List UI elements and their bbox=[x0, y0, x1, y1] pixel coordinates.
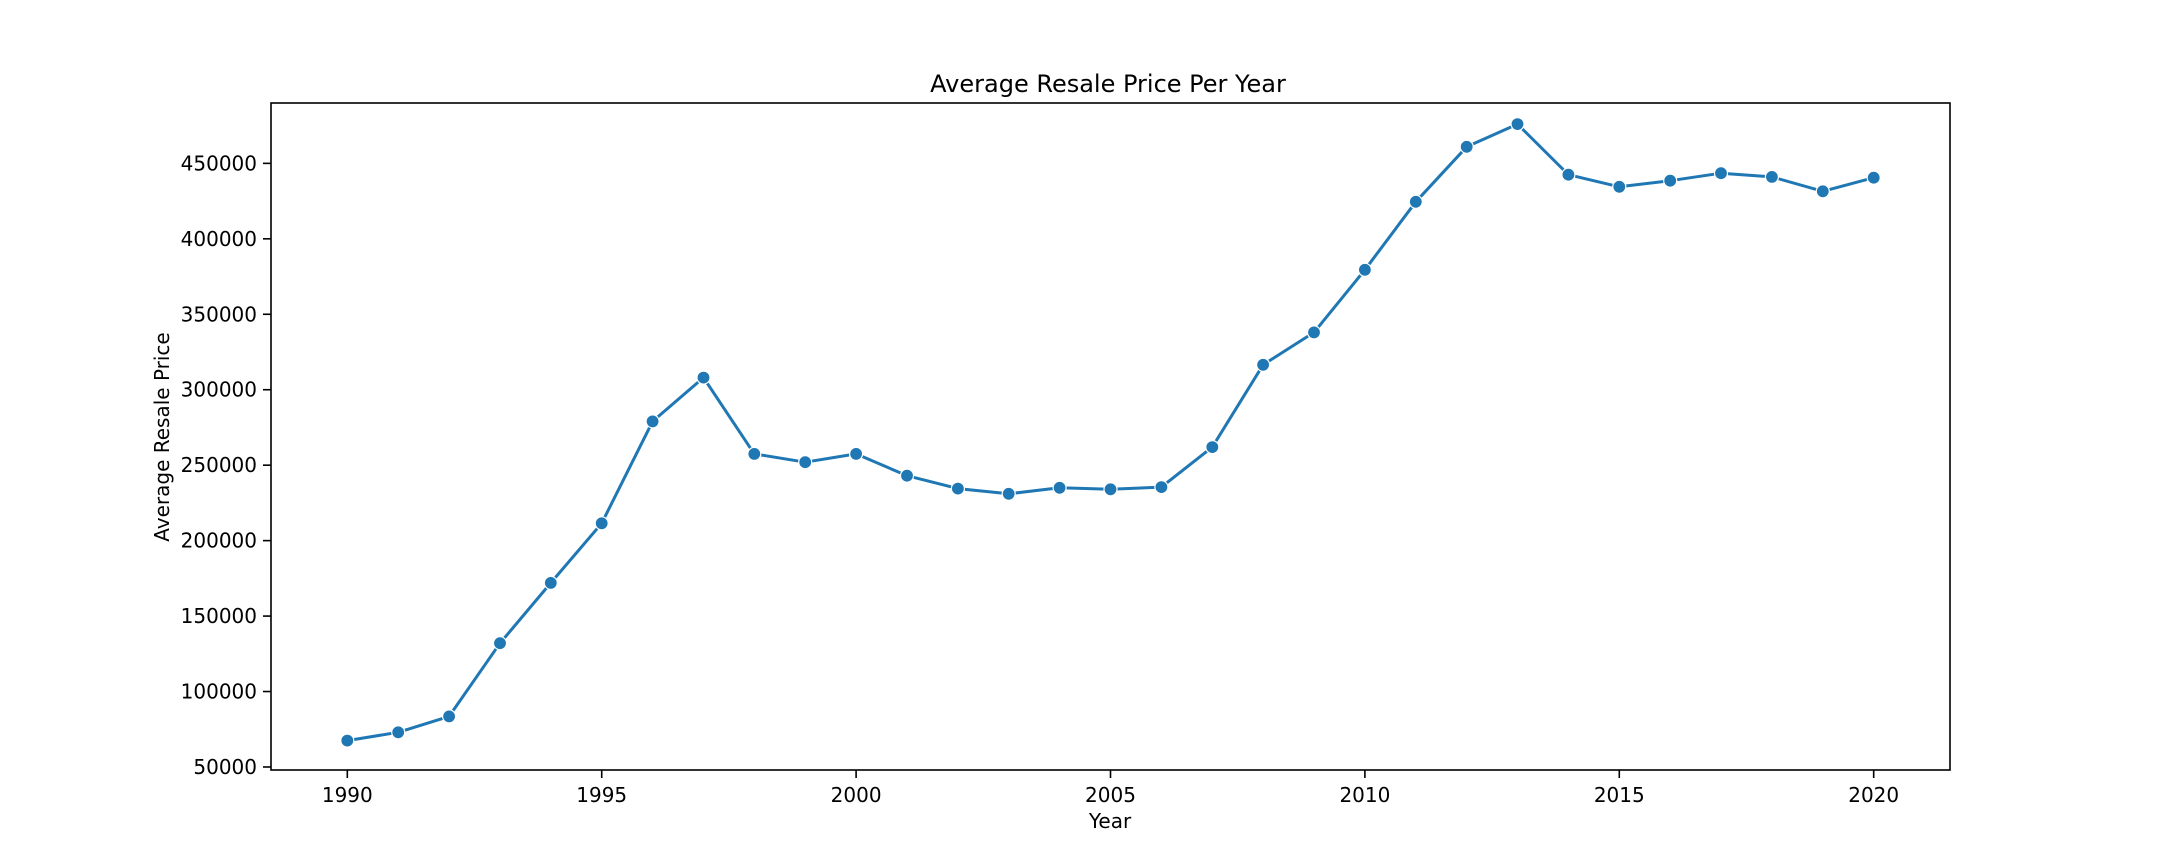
plot-frame bbox=[270, 102, 1951, 771]
data-point bbox=[899, 468, 915, 483]
data-point bbox=[747, 446, 762, 461]
data-point bbox=[594, 516, 609, 531]
data-point bbox=[391, 725, 406, 740]
y-tick-label: 150000 bbox=[181, 604, 257, 628]
data-point bbox=[492, 636, 508, 651]
x-tick-label: 1990 bbox=[322, 783, 373, 807]
data-point bbox=[1815, 184, 1830, 199]
y-tick-label: 100000 bbox=[181, 680, 257, 704]
data-point bbox=[1510, 116, 1525, 132]
data-point bbox=[340, 733, 355, 748]
x-tick-label: 1995 bbox=[576, 783, 627, 807]
data-point bbox=[848, 446, 864, 461]
data-point bbox=[1612, 179, 1627, 194]
data-point bbox=[1459, 139, 1474, 154]
data-point bbox=[798, 455, 813, 470]
data-point bbox=[1103, 482, 1118, 497]
data-point bbox=[1205, 440, 1220, 455]
data-point bbox=[1713, 166, 1729, 181]
data-point bbox=[645, 414, 660, 429]
x-tick-label: 2005 bbox=[1085, 783, 1136, 807]
x-axis: 1990 1995 2000 2005 2010 2015 2020 bbox=[322, 770, 1899, 807]
series-line bbox=[345, 122, 1876, 743]
x-axis-label: Year bbox=[1088, 809, 1132, 833]
data-point bbox=[1357, 262, 1373, 277]
chart-title: Average Resale Price Per Year bbox=[930, 70, 1286, 98]
data-point bbox=[696, 370, 711, 385]
y-tick-label: 50000 bbox=[193, 755, 257, 779]
y-tick-label: 350000 bbox=[181, 302, 257, 326]
data-point bbox=[1866, 170, 1881, 185]
data-point bbox=[543, 575, 558, 591]
data-point bbox=[1052, 480, 1067, 495]
x-tick-label: 2000 bbox=[831, 783, 882, 807]
data-point bbox=[1306, 325, 1322, 340]
x-tick-label: 2010 bbox=[1339, 783, 1390, 807]
x-tick-label: 2015 bbox=[1594, 783, 1645, 807]
y-tick-label: 400000 bbox=[181, 227, 257, 251]
data-point bbox=[1001, 486, 1016, 501]
data-point bbox=[1561, 167, 1576, 182]
data-point bbox=[1408, 194, 1423, 209]
y-tick-label: 300000 bbox=[181, 378, 257, 402]
y-tick-label: 450000 bbox=[181, 151, 257, 175]
data-point bbox=[442, 709, 457, 724]
y-axis: 50000 100000 150000 200000 250000 300000 35000… bbox=[181, 151, 271, 779]
y-tick-label: 250000 bbox=[181, 453, 257, 477]
y-tick-label: 200000 bbox=[181, 529, 257, 553]
y-axis-label: Average Resale Price bbox=[150, 332, 174, 541]
data-point bbox=[950, 481, 966, 496]
x-tick-label: 2020 bbox=[1848, 783, 1899, 807]
data-point bbox=[1663, 173, 1678, 188]
series-points bbox=[340, 116, 1881, 748]
data-point bbox=[1154, 480, 1169, 495]
data-point bbox=[1764, 169, 1780, 184]
data-point bbox=[1255, 357, 1271, 372]
